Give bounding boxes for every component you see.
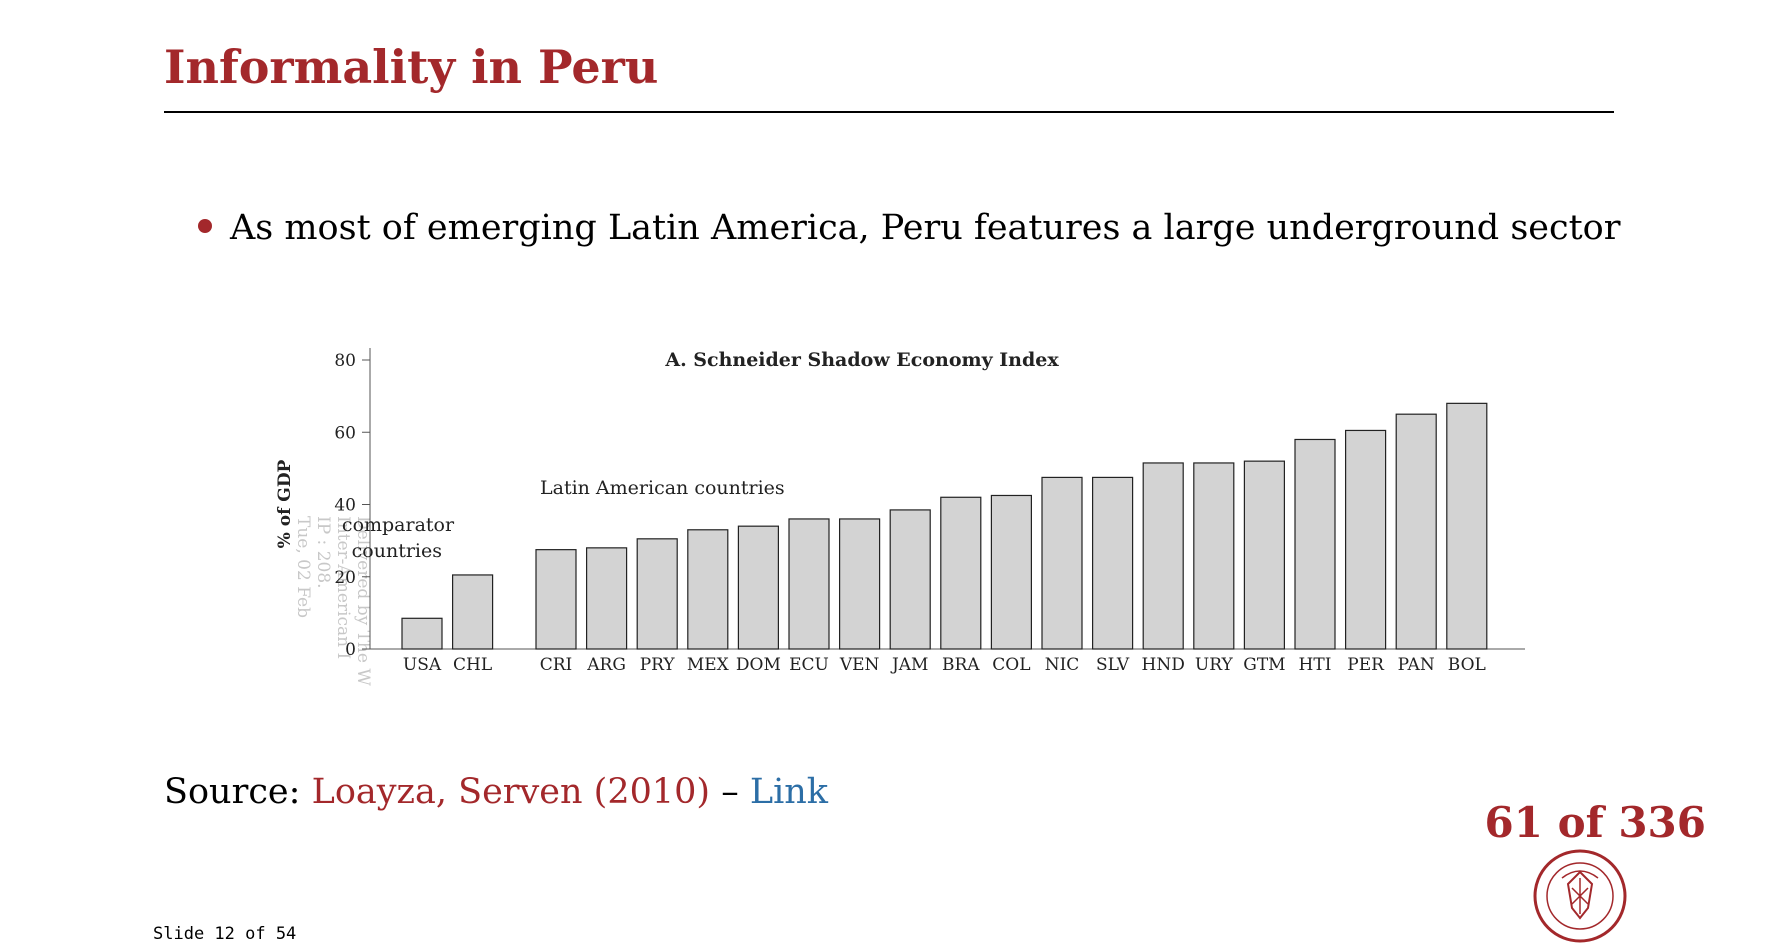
- bar-bol: [1446, 402, 1488, 650]
- x-tick-label: NIC: [1045, 655, 1080, 675]
- x-tick-label: ECU: [789, 655, 829, 675]
- x-tick-label: CRI: [540, 655, 573, 675]
- bar-ecu: [788, 518, 830, 650]
- bar-usa: [401, 617, 443, 650]
- bar-ven: [838, 518, 881, 650]
- x-tick-label: GTM: [1243, 655, 1285, 675]
- y-tick-label: 60: [334, 423, 356, 443]
- group-label-comparator-line2: countries: [352, 540, 442, 562]
- watermark-text: Tue, 02 Feb: [293, 516, 313, 618]
- x-tick-label: HTI: [1299, 655, 1332, 675]
- bar-col: [990, 494, 1033, 650]
- university-seal-icon: [1533, 849, 1627, 943]
- source-label: Source:: [164, 772, 301, 812]
- bar-cri: [535, 549, 577, 650]
- slide-title: Informality in Peru: [164, 40, 659, 94]
- watermark-text: Delivered by The W: [353, 516, 373, 686]
- source-dash: –: [721, 772, 739, 812]
- bar-jam: [889, 509, 931, 650]
- x-tick-label: URY: [1195, 655, 1234, 675]
- bar-mex: [687, 529, 729, 650]
- x-tick-label: SLV: [1096, 655, 1130, 675]
- bar-pry: [636, 538, 678, 650]
- x-tick-label: VEN: [839, 655, 880, 675]
- bar-chl: [452, 574, 494, 650]
- x-tick-label: JAM: [890, 655, 929, 675]
- y-tick-label: 80: [334, 351, 356, 371]
- x-tick-label: DOM: [736, 655, 781, 675]
- x-tick-label: BOL: [1448, 655, 1486, 675]
- bar-bra: [940, 496, 982, 650]
- watermark-text: IP : 208.: [313, 516, 333, 589]
- page-counter: 61 of 336: [1484, 798, 1706, 847]
- bar-arg: [586, 547, 628, 650]
- y-tick-label: 0: [345, 640, 356, 660]
- x-tick-label: CHL: [453, 655, 492, 675]
- bar-ury: [1193, 462, 1235, 650]
- x-tick-label: ARG: [586, 655, 626, 675]
- slide-number: Slide 12 of 54: [153, 924, 297, 944]
- x-tick-label: PRY: [640, 655, 676, 675]
- bar-hnd: [1142, 462, 1184, 650]
- x-tick-label: USA: [403, 655, 442, 675]
- x-tick-label: PAN: [1398, 655, 1435, 675]
- title-rule: [164, 111, 1614, 113]
- y-tick-label: 40: [334, 496, 356, 516]
- bullet-item: As most of emerging Latin America, Peru …: [198, 208, 1620, 248]
- x-tick-label: COL: [992, 655, 1030, 675]
- bar-slv: [1091, 476, 1134, 650]
- bar-nic: [1041, 476, 1083, 650]
- bar-dom: [737, 525, 779, 650]
- bullet-dot-icon: [198, 218, 212, 233]
- y-axis-label: % of GDP: [275, 459, 295, 548]
- y-tick-label: 20: [334, 568, 356, 588]
- source-reference-link[interactable]: Loayza, Serven (2010): [311, 772, 711, 812]
- source-line: Source: Loayza, Serven (2010) – Link: [164, 772, 828, 812]
- bullet-text: As most of emerging Latin America, Peru …: [230, 208, 1621, 248]
- bar-pan: [1395, 413, 1437, 650]
- x-tick-label: BRA: [942, 655, 980, 675]
- group-label-latin-america: Latin American countries: [540, 477, 785, 499]
- watermark-text: Inter-American I: [333, 516, 353, 659]
- source-link[interactable]: Link: [749, 772, 829, 812]
- group-label-comparator: comparator: [342, 514, 455, 536]
- x-tick-label: PER: [1347, 655, 1385, 675]
- x-tick-label: HND: [1142, 655, 1185, 675]
- bar-gtm: [1243, 460, 1286, 650]
- x-tick-label: MEX: [687, 655, 730, 675]
- bar-hti: [1294, 438, 1336, 650]
- bar-per: [1344, 429, 1387, 650]
- chart-title: A. Schneider Shadow Economy Index: [664, 349, 1059, 371]
